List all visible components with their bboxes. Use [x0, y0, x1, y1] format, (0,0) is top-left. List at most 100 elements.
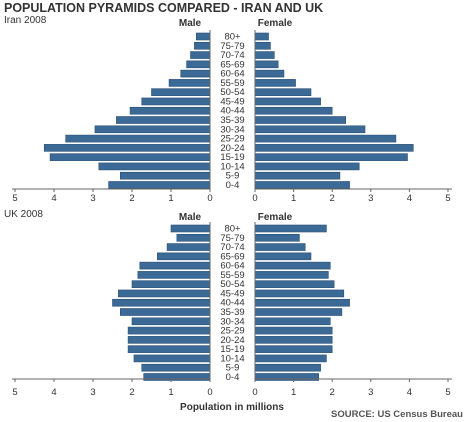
iran-female-bar: [254, 162, 360, 171]
uk-female-bar: [254, 224, 327, 233]
iran-male-bar: [129, 106, 211, 115]
iran-female-bar: [254, 153, 408, 161]
iran-female-bar: [254, 41, 271, 50]
iran-tick-label: 5: [12, 193, 17, 204]
iran-age-label: 10-14: [220, 161, 244, 172]
iran-female-bar: [254, 134, 397, 143]
uk-female-bar: [254, 345, 333, 353]
iran-age-label: 55-59: [220, 78, 244, 89]
uk-age-label: 45-49: [220, 288, 244, 299]
uk-age-label: 50-54: [220, 279, 244, 290]
uk-male-bar: [166, 243, 211, 251]
uk-female-bar: [254, 354, 327, 363]
iran-age-label: 5-9: [226, 171, 240, 182]
iran-male-bar: [151, 88, 211, 96]
iran-male-bar: [190, 51, 211, 59]
iran-age-label: 50-54: [220, 87, 244, 98]
iran-age-label: 75-79: [220, 41, 244, 52]
iran-male-bar: [65, 134, 211, 143]
iran-tick-label: 0: [252, 193, 257, 204]
iran-male-header: Male: [179, 18, 202, 29]
uk-pyramid-panel: UK 2008 Male Female 80+75-7970-7465-6960-64…: [4, 209, 452, 398]
iran-female-bar: [254, 51, 275, 59]
uk-female-bar: [254, 280, 335, 288]
chart-title: POPULATION PYRAMIDS COMPARED - IRAN AND …: [4, 1, 323, 15]
uk-tick-label: 2: [330, 387, 335, 398]
uk-male-bar: [176, 233, 211, 242]
iran-age-label: 20-24: [220, 143, 244, 154]
uk-age-label: 65-69: [220, 251, 244, 262]
iran-tick-label: 0: [207, 193, 212, 204]
uk-tick-label: 1: [168, 387, 173, 398]
iran-male-bar: [49, 153, 211, 161]
iran-tick-label: 3: [368, 193, 373, 204]
uk-tick-label: 4: [51, 387, 56, 398]
iran-age-label: 15-19: [220, 152, 244, 163]
iran-female-bar: [254, 88, 312, 96]
iran-male-bar: [120, 171, 211, 180]
uk-male-bar: [133, 354, 211, 363]
iran-male-bar: [180, 69, 211, 78]
iran-age-label: 65-69: [220, 59, 244, 70]
uk-age-label: 10-14: [220, 353, 244, 364]
uk-tick-label: 4: [407, 387, 412, 398]
uk-male-bar: [141, 363, 211, 372]
uk-male-bar: [170, 224, 211, 233]
uk-male-bar: [131, 317, 211, 326]
uk-male-bar: [127, 326, 211, 335]
iran-age-label: 80+: [224, 32, 241, 43]
iran-tick-label: 5: [445, 193, 450, 204]
iran-female-bar: [254, 116, 347, 124]
uk-age-label: 70-74: [220, 242, 244, 253]
uk-age-label: 5-9: [226, 363, 240, 374]
uk-female-bar: [254, 252, 312, 261]
uk-female-bar: [254, 326, 333, 335]
iran-male-bar: [194, 41, 211, 50]
iran-tick-label: 1: [291, 193, 296, 204]
iran-tick-label: 2: [129, 193, 134, 204]
iran-tick-label: 4: [51, 193, 56, 204]
iran-tick-label: 4: [407, 193, 412, 204]
iran-male-bar: [98, 162, 211, 171]
uk-tick-label: 3: [368, 387, 373, 398]
uk-tick-label: 3: [90, 387, 95, 398]
iran-female-bar: [254, 125, 366, 134]
uk-tick-label: 1: [291, 387, 296, 398]
uk-tick-label: 0: [252, 387, 257, 398]
uk-male-bar: [139, 261, 211, 270]
uk-male-header: Male: [179, 212, 202, 223]
iran-age-label: 40-44: [220, 106, 244, 117]
uk-age-label: 75-79: [220, 233, 244, 244]
iran-age-label: 25-29: [220, 134, 244, 145]
uk-female-bar: [254, 289, 345, 298]
uk-subtitle: UK 2008: [4, 209, 43, 220]
iran-female-bar: [254, 106, 333, 115]
uk-female-bar: [254, 233, 300, 242]
uk-age-label: 15-19: [220, 344, 244, 355]
iran-male-bar: [186, 60, 211, 69]
iran-age-label: 60-64: [220, 69, 244, 80]
uk-male-bar: [118, 289, 211, 298]
iran-subtitle: Iran 2008: [4, 15, 47, 26]
uk-female-bar: [254, 298, 350, 307]
uk-female-bar: [254, 317, 331, 326]
uk-age-label: 35-39: [220, 307, 244, 318]
iran-female-header: Female: [258, 18, 293, 29]
x-axis-label: Population in millions: [180, 402, 284, 413]
uk-tick-label: 5: [12, 387, 17, 398]
iran-female-bar: [254, 60, 279, 69]
iran-male-bar: [94, 125, 211, 134]
iran-female-bar: [254, 97, 321, 106]
iran-female-bar: [254, 181, 350, 189]
uk-male-bar: [120, 308, 211, 316]
iran-female-bar: [254, 32, 269, 41]
uk-female-bar: [254, 308, 343, 316]
iran-age-label: 0-4: [226, 180, 240, 191]
iran-male-bar: [168, 79, 211, 87]
uk-tick-label: 0: [207, 387, 212, 398]
uk-male-bar: [157, 252, 211, 261]
uk-age-label: 0-4: [226, 372, 240, 383]
uk-age-label: 60-64: [220, 261, 244, 272]
iran-male-bar: [141, 97, 211, 106]
